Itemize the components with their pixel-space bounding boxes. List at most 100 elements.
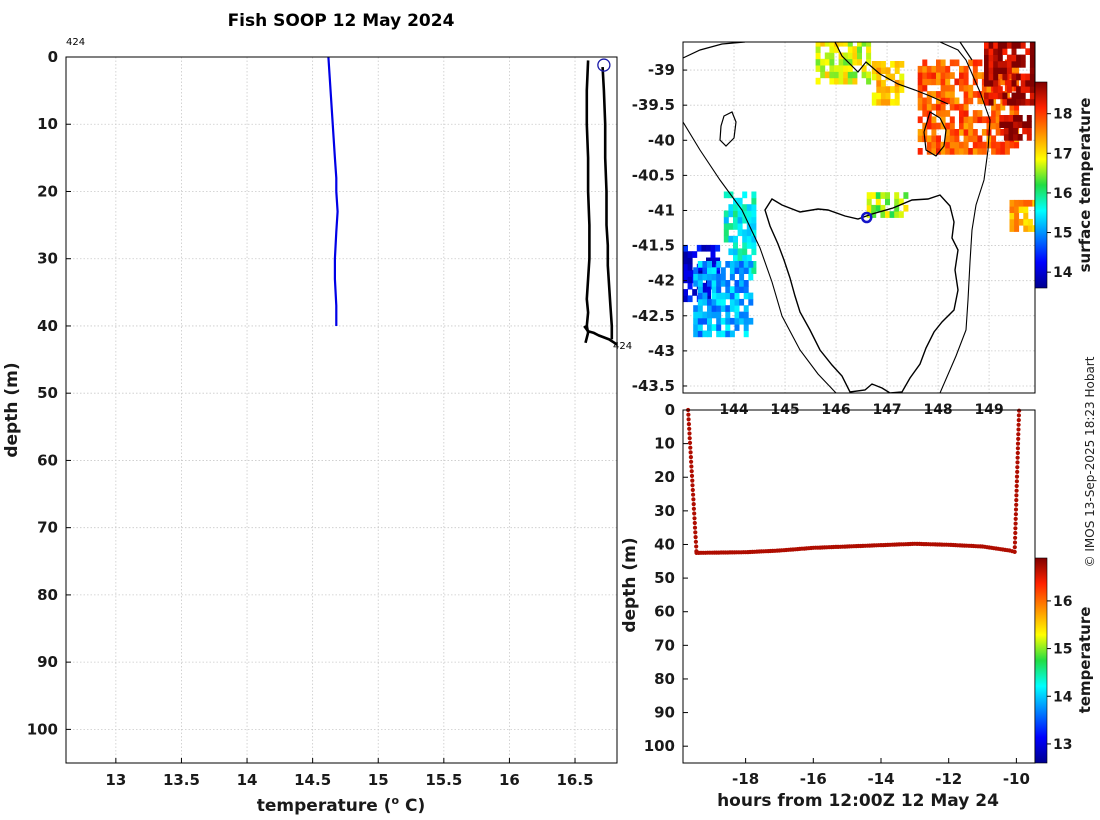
sst-patch-4 bbox=[999, 115, 1032, 141]
section-colorbar bbox=[1034, 557, 1048, 764]
section-point bbox=[694, 544, 699, 549]
section-ytick-label: 60 bbox=[654, 603, 675, 621]
section-point bbox=[688, 455, 694, 460]
section-point bbox=[1016, 418, 1021, 423]
section-point bbox=[1016, 436, 1021, 441]
sst-patch-0 bbox=[815, 42, 872, 85]
section-point bbox=[690, 487, 695, 493]
map-cb-tick-label: 18 bbox=[1053, 107, 1072, 123]
section-point bbox=[686, 422, 692, 427]
sst-layer bbox=[683, 42, 1035, 338]
section-point bbox=[1015, 460, 1020, 465]
section-point bbox=[691, 502, 696, 507]
sst-patch-3 bbox=[984, 42, 1035, 106]
section-point bbox=[692, 525, 698, 530]
profile-axes-frame bbox=[65, 56, 618, 764]
map-colorbar-ticks: 14 15 16 17 18 bbox=[1047, 107, 1073, 281]
section-point bbox=[1014, 474, 1020, 479]
section-point bbox=[693, 530, 698, 535]
profile-xtick-label: 15 bbox=[368, 771, 389, 789]
xlabel-prefix: temperature ( bbox=[257, 796, 392, 816]
section-point bbox=[687, 440, 693, 445]
section-point bbox=[1012, 545, 1017, 550]
sst-patch-5 bbox=[866, 192, 909, 218]
profile-ytick-label: 0 bbox=[48, 48, 58, 66]
section-point bbox=[692, 511, 697, 516]
section-point bbox=[1016, 413, 1022, 418]
section-ylabel: depth (m) bbox=[620, 537, 640, 632]
section-point bbox=[1015, 469, 1020, 474]
section-point bbox=[1015, 441, 1021, 446]
section-point bbox=[1015, 446, 1021, 451]
section-point bbox=[689, 459, 694, 464]
profile-ytick-label: 50 bbox=[37, 384, 58, 402]
section-point bbox=[1015, 465, 1020, 470]
section-ytick-label: 90 bbox=[654, 704, 675, 722]
profile-series-layer bbox=[327, 57, 617, 346]
section-point bbox=[687, 431, 692, 436]
section-point bbox=[1012, 540, 1018, 545]
map-ytick-label: -39 bbox=[648, 61, 675, 79]
section-colorbar-label: temperature bbox=[1076, 607, 1094, 714]
section-point bbox=[1015, 455, 1020, 460]
section-ytick-label: 10 bbox=[654, 435, 675, 453]
section-point bbox=[1013, 507, 1019, 512]
section-ytick-label: 70 bbox=[654, 636, 675, 654]
section-axes-frame bbox=[682, 409, 1036, 764]
section-point bbox=[691, 506, 697, 511]
sst-patch-9 bbox=[1009, 199, 1035, 232]
section-point bbox=[691, 492, 696, 497]
section-point bbox=[690, 483, 695, 488]
section-ytick-label: 80 bbox=[654, 670, 675, 688]
profile-xtick-label: 14 bbox=[237, 771, 258, 789]
section-point bbox=[1014, 483, 1019, 489]
section-point bbox=[1014, 498, 1019, 503]
section-ytick-label: 40 bbox=[654, 535, 675, 553]
profile-ytick-label: 80 bbox=[37, 586, 58, 604]
section-point bbox=[686, 417, 691, 422]
map-ytick-label: -41 bbox=[648, 201, 675, 219]
map-cb-tick-label: 15 bbox=[1053, 226, 1072, 242]
section-xtick-label: -18 bbox=[732, 770, 759, 788]
section-point bbox=[1012, 549, 1017, 555]
section-point bbox=[686, 412, 691, 417]
section-point bbox=[691, 497, 696, 502]
map-ticks: 144 145 146 147 148 149-39-39.5-40-40.5-41-41… bbox=[632, 61, 1004, 418]
section-point bbox=[1014, 502, 1019, 507]
profile-xtick-label: 13 bbox=[105, 771, 126, 789]
profile-ytick-label: 10 bbox=[37, 115, 58, 133]
map-ytick-label: -42 bbox=[648, 272, 675, 290]
map-ytick-label: -42.5 bbox=[632, 307, 675, 325]
section-point bbox=[1014, 479, 1020, 484]
profile-id-label: 424 bbox=[66, 37, 85, 48]
map-ytick-label: -39.5 bbox=[632, 96, 675, 114]
profile-xtick-label: 15.5 bbox=[425, 771, 462, 789]
map-ytick-label: -43.5 bbox=[632, 377, 675, 395]
section-point bbox=[692, 516, 697, 521]
section-ytick-label: 30 bbox=[654, 502, 675, 520]
flinders-island bbox=[923, 111, 947, 157]
section-point bbox=[688, 450, 693, 455]
profile-xtick-label: 14.5 bbox=[294, 771, 331, 789]
section-cb-tick-label: 16 bbox=[1053, 594, 1072, 610]
profile-ytick-label: 40 bbox=[37, 317, 58, 335]
profile-series-line-3 bbox=[583, 325, 617, 346]
section-point bbox=[1016, 427, 1021, 432]
section-cb-tick-label: 15 bbox=[1053, 642, 1072, 658]
section-point bbox=[1013, 516, 1018, 522]
section-point bbox=[1013, 521, 1018, 526]
profile-ytick-label: 30 bbox=[37, 250, 58, 268]
profile-ticks: 13 13.5 14 14.5 15 15.5 16 16.5 0 10 20 30 40 50 60 70 8… bbox=[27, 48, 594, 789]
map-ytick-label: -40 bbox=[648, 131, 675, 149]
section-point bbox=[689, 469, 694, 474]
section-point bbox=[687, 436, 692, 441]
profile-series-line-0 bbox=[327, 57, 339, 326]
section-point bbox=[693, 535, 698, 540]
section-point bbox=[1016, 432, 1021, 437]
profile-annotations: 424 bbox=[597, 58, 632, 352]
section-point bbox=[1013, 526, 1018, 531]
profile-start-marker bbox=[597, 58, 611, 72]
section-xtick-label: -12 bbox=[935, 770, 962, 788]
map-ytick-label: -41.5 bbox=[632, 237, 675, 255]
